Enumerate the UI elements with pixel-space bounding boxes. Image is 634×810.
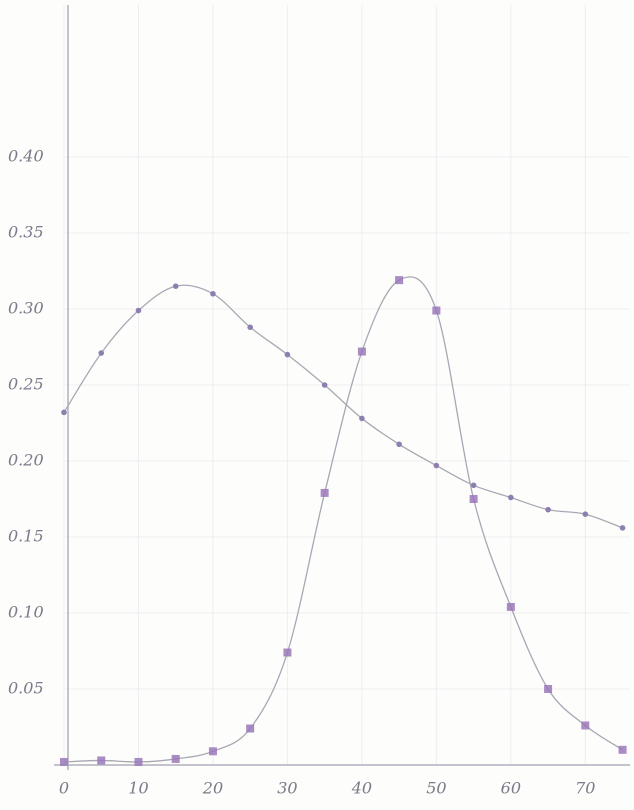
point — [545, 507, 551, 513]
point — [247, 324, 253, 330]
point — [321, 489, 329, 497]
point — [396, 441, 402, 447]
point — [210, 291, 216, 297]
point — [432, 307, 440, 315]
point — [581, 721, 589, 729]
chart: 0.40 0.35 0.30 0.25 0.20 0.15 0.10 0.05 0 10 20 30 4… — [0, 0, 634, 810]
point — [61, 410, 67, 416]
x-tick-label: 70 — [575, 779, 595, 798]
x-tick-label: 10 — [128, 779, 148, 798]
x-tick-label: 0 — [59, 779, 69, 798]
point — [544, 685, 552, 693]
point — [619, 746, 627, 754]
point — [471, 483, 477, 489]
point — [508, 495, 514, 501]
point — [60, 758, 68, 766]
x-tick-label: 50 — [426, 779, 446, 798]
point — [322, 382, 328, 388]
point — [358, 348, 366, 356]
series-line — [64, 285, 623, 528]
y-tick-label: 0.05 — [8, 679, 44, 698]
point — [620, 525, 626, 531]
point — [470, 495, 478, 503]
point — [98, 350, 104, 356]
point — [136, 308, 142, 314]
point — [507, 603, 515, 611]
x-tick-label: 60 — [501, 779, 521, 798]
point — [583, 511, 589, 517]
point — [97, 756, 105, 764]
y-tick-label: 0.10 — [8, 603, 44, 622]
point — [209, 747, 217, 755]
point — [359, 416, 365, 422]
point — [172, 755, 180, 763]
point — [283, 649, 291, 657]
x-tick-label: 30 — [277, 779, 297, 798]
x-tick-label: 20 — [202, 779, 223, 798]
y-tick-label: 0.40 — [8, 147, 44, 166]
point — [434, 463, 440, 469]
y-tick-label: 0.20 — [8, 451, 44, 470]
point — [246, 725, 254, 733]
point — [285, 352, 291, 358]
x-tick-label: 40 — [351, 779, 372, 798]
y-tick-label: 0.25 — [8, 375, 44, 394]
point — [134, 758, 142, 766]
point — [395, 276, 403, 284]
y-tick-label: 0.15 — [8, 527, 44, 546]
point — [173, 283, 179, 289]
y-tick-label: 0.35 — [8, 223, 44, 242]
y-tick-label: 0.30 — [8, 299, 44, 318]
